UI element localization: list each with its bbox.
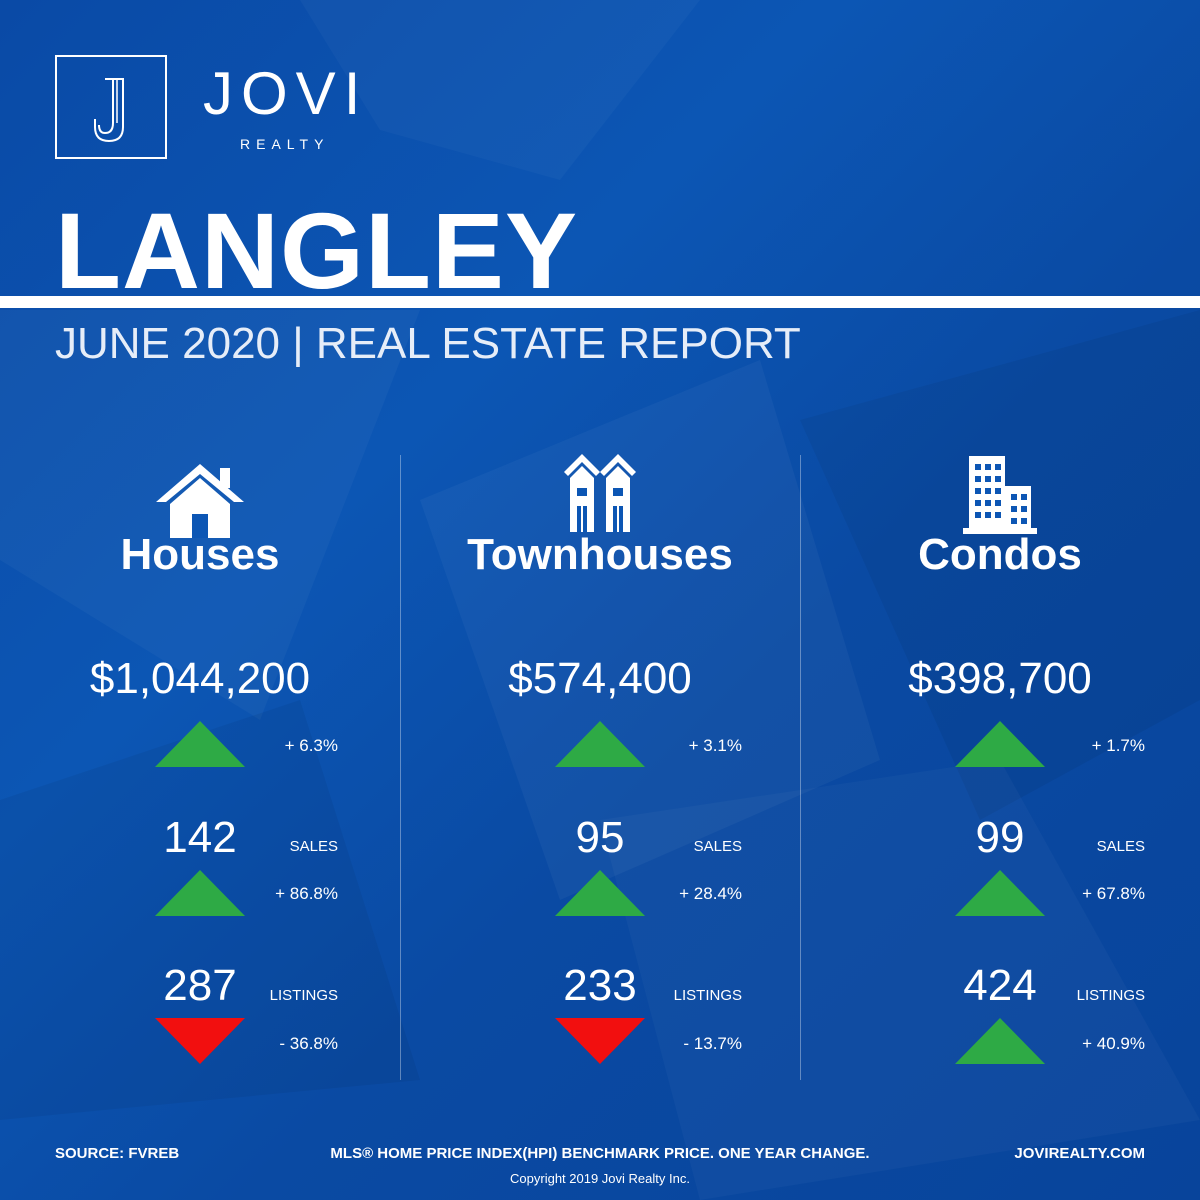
listings-change-percent: - 13.7% <box>683 1034 742 1053</box>
listings-count: 424 <box>963 961 1037 1010</box>
sales-label: SALES <box>693 838 742 855</box>
footer-website-link[interactable]: JOVIREALTY.COM <box>1014 1145 1145 1162</box>
sales-label: SALES <box>1096 838 1145 855</box>
column-condos: Condos $398,700 + 1.7% 99 SALES + 67.8% … <box>800 420 1200 1080</box>
listings-count: 233 <box>563 961 637 1010</box>
footer-copyright: Copyright 2019 Jovi Realty Inc. <box>510 1171 690 1186</box>
sales-change-percent: + 67.8% <box>1082 884 1145 903</box>
footer-note: MLS® HOME PRICE INDEX(HPI) BENCHMARK PRI… <box>330 1145 870 1162</box>
price-change-percent: + 1.7% <box>1091 736 1145 755</box>
column-townhouses: Townhouses $574,400 + 3.1% 95 SALES + 28… <box>400 420 800 1080</box>
sales-change-up-arrow-icon <box>155 870 245 916</box>
brand-logo <box>55 55 167 159</box>
property-type-label: Townhouses <box>467 530 733 579</box>
brand-name: JOVI <box>203 60 369 127</box>
sales-change-up-arrow-icon <box>555 870 645 916</box>
sales-count: 99 <box>975 813 1025 862</box>
benchmark-price: $398,700 <box>908 654 1092 703</box>
condo-building-icon <box>800 434 1200 534</box>
townhouse-icon <box>400 434 800 534</box>
logo-j-monogram-icon <box>94 78 124 143</box>
column-separator <box>800 455 801 1080</box>
sales-change-percent: + 86.8% <box>275 884 338 903</box>
sales-count: 95 <box>575 813 625 862</box>
sales-change-up-arrow-icon <box>955 870 1045 916</box>
listings-change-up-arrow-icon <box>955 1018 1045 1064</box>
listings-change-percent: - 36.8% <box>279 1034 338 1053</box>
column-houses: Houses $1,044,200 + 6.3% 142 SALES + 86.… <box>0 420 400 1080</box>
sales-count: 142 <box>163 813 237 862</box>
column-separator <box>400 455 401 1080</box>
house-icon <box>0 440 400 540</box>
price-change-up-arrow-icon <box>155 721 245 767</box>
price-change-percent: + 6.3% <box>284 736 338 755</box>
report-subtitle: JUNE 2020 | REAL ESTATE REPORT <box>55 319 801 368</box>
listings-label: LISTINGS <box>673 987 742 1004</box>
listings-label: LISTINGS <box>1076 987 1145 1004</box>
listings-count: 287 <box>163 961 237 1010</box>
property-type-label: Houses <box>120 530 280 579</box>
property-type-label: Condos <box>918 530 1082 579</box>
listings-change-down-arrow-icon <box>155 1018 245 1064</box>
listings-change-percent: + 40.9% <box>1082 1034 1145 1053</box>
price-change-up-arrow-icon <box>555 721 645 767</box>
listings-label: LISTINGS <box>269 987 338 1004</box>
price-change-up-arrow-icon <box>955 721 1045 767</box>
sales-change-percent: + 28.4% <box>679 884 742 903</box>
benchmark-price: $574,400 <box>508 654 692 703</box>
sales-label: SALES <box>289 838 338 855</box>
footer-source: SOURCE: FVREB <box>55 1145 180 1162</box>
price-change-percent: + 3.1% <box>688 736 742 755</box>
listings-change-down-arrow-icon <box>555 1018 645 1064</box>
benchmark-price: $1,044,200 <box>89 654 311 703</box>
brand-subtitle: REALTY <box>240 136 330 152</box>
city-title: LANGLEY <box>55 190 579 311</box>
title-divider <box>0 296 1200 308</box>
